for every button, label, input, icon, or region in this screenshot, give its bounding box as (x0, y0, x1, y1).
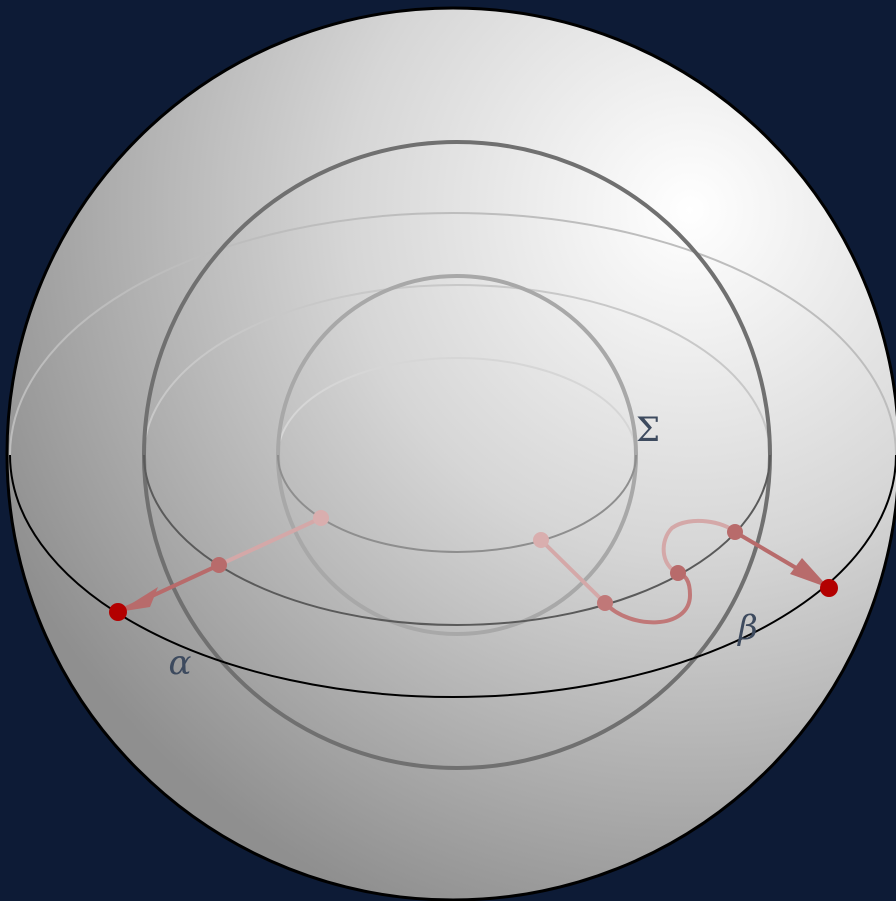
sigma-label: Σ (636, 410, 660, 450)
beta-label: β (736, 608, 758, 648)
alpha-label: α (169, 643, 192, 683)
arrow-head (790, 558, 829, 588)
point (211, 557, 227, 573)
point (533, 532, 549, 548)
endpoint (109, 603, 127, 621)
point (313, 510, 329, 526)
point (597, 595, 613, 611)
endpoint (820, 579, 838, 597)
point (670, 565, 686, 581)
equator-back (143, 284, 771, 456)
path-segment (661, 519, 737, 575)
equator-front (9, 454, 896, 698)
arrow-head (118, 587, 158, 612)
path-segment (218, 516, 322, 567)
equator-front (277, 454, 637, 553)
point (727, 524, 743, 540)
equator-back (9, 212, 896, 456)
equator-back (277, 357, 637, 456)
path-segment (539, 538, 607, 605)
